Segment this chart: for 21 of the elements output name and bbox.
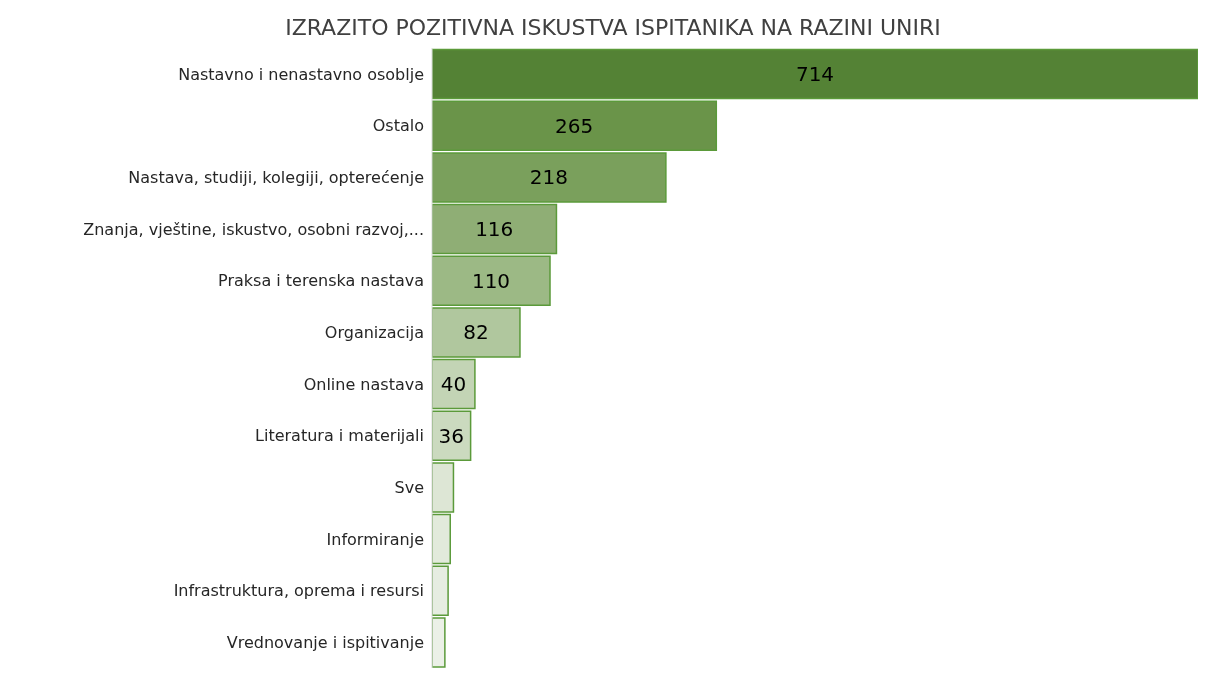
y-tick-label: Ostalo [372,116,424,136]
data-label: 218 [529,165,569,190]
y-tick-label: Literatura i materijali [255,426,424,446]
y-tick-label: Vrednovanje i ispitivanje [226,632,424,652]
data-label: 714 [795,62,835,87]
y-tick-label: Organizacija [324,322,424,342]
data-label: 110 [471,268,511,293]
data-label: 36 [438,423,465,448]
y-tick-label: Znanja, vještine, iskustvo, osobni razvoj,... [83,219,424,239]
data-label: 40 [440,372,467,397]
data-label: 82 [463,320,489,345]
chart-title: IZRAZITO POZITIVNA ISKUSTVA ISPITANIKA NA RAZINI UNIRI [284,14,942,42]
data-label: 116 [475,217,514,242]
data-label: 265 [555,113,594,138]
y-tick-label: Nastava, studiji, kolegiji, opterećenje [128,167,424,187]
y-tick-label: Sve [394,477,424,497]
y-tick-label: Nastavno i nenastavno osoblje [178,64,424,84]
y-tick-label: Praksa i terenska nastava [218,271,424,291]
y-tick-label: Informiranje [326,529,424,549]
y-tick-label: Infrastruktura, oprema i resursi [173,581,424,601]
y-tick-label: Online nastava [303,374,424,394]
